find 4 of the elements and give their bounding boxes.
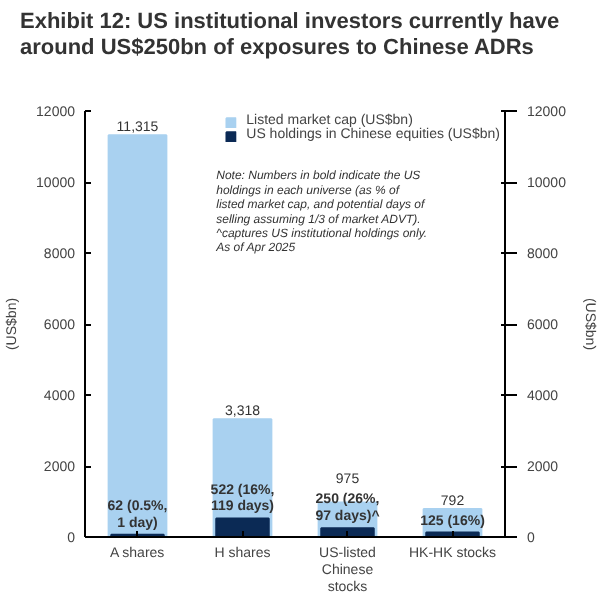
bar <box>107 134 168 537</box>
chart-title: Exhibit 12: US institutional investors currently have around US$250bn of exposures to Chinese ADRs <box>20 10 562 62</box>
bar <box>215 517 270 537</box>
bar <box>320 527 375 537</box>
